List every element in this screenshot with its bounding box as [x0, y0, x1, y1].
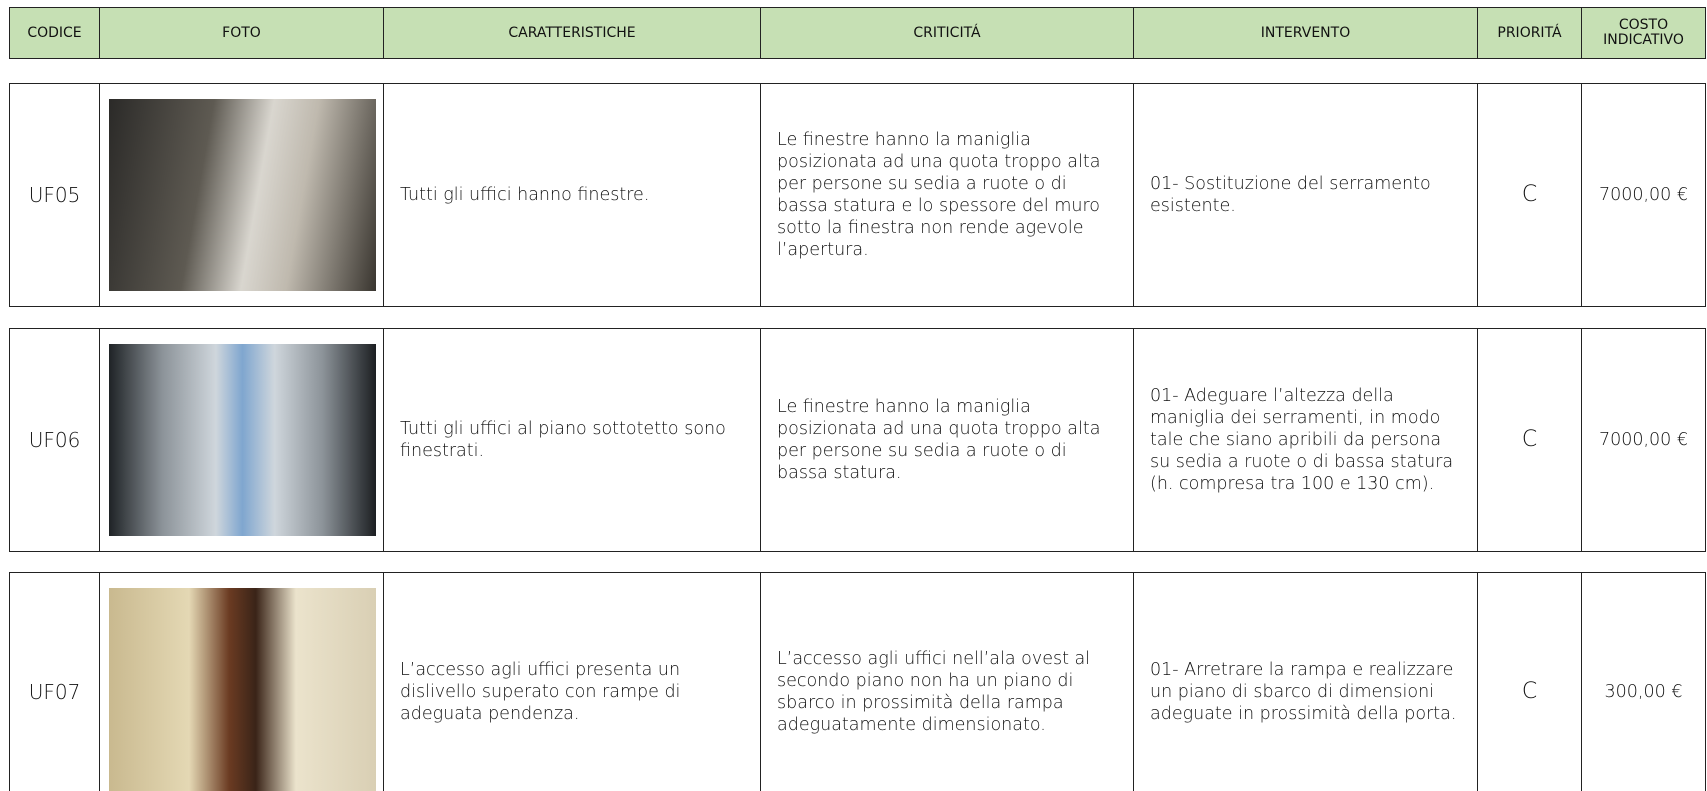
row-cost: 7000,00 €	[1581, 83, 1706, 307]
row-criticality: L’accesso agli uffici nell’ala ovest al …	[760, 572, 1134, 791]
row-code: UF06	[9, 328, 100, 552]
row-priority: C	[1477, 83, 1582, 307]
row-priority: C	[1477, 328, 1582, 552]
row-cost: 300,00 €	[1581, 572, 1706, 791]
photo	[109, 99, 376, 291]
row-characteristics: Tutti gli uffici hanno finestre.	[383, 83, 761, 307]
photo	[109, 588, 376, 791]
row-intervention: 01- Arretrare la rampa e realizzare un p…	[1133, 572, 1478, 791]
header-cell: COSTO INDICATIVO	[1581, 7, 1706, 59]
row-code: UF07	[9, 572, 100, 791]
row-characteristics: L’accesso agli uffici presenta un disliv…	[383, 572, 761, 791]
header-cell: CODICE	[9, 7, 100, 59]
header-cell: FOTO	[99, 7, 384, 59]
row-code: UF05	[9, 83, 100, 307]
row-criticality: Le finestre hanno la maniglia posizionat…	[760, 328, 1134, 552]
photo	[109, 344, 376, 536]
header-cell: PRIORITÁ	[1477, 7, 1582, 59]
header-cell: CARATTERISTICHE	[383, 7, 761, 59]
header-cell: INTERVENTO	[1133, 7, 1478, 59]
row-priority: C	[1477, 572, 1582, 791]
row-intervention: 01- Sostituzione del serramento esistent…	[1133, 83, 1478, 307]
row-criticality: Le finestre hanno la maniglia posizionat…	[760, 83, 1134, 307]
row-characteristics: Tutti gli uffici al piano sottotetto son…	[383, 328, 761, 552]
header-cell: CRITICITÁ	[760, 7, 1134, 59]
row-intervention: 01- Adeguare l’altezza della maniglia de…	[1133, 328, 1478, 552]
row-cost: 7000,00 €	[1581, 328, 1706, 552]
